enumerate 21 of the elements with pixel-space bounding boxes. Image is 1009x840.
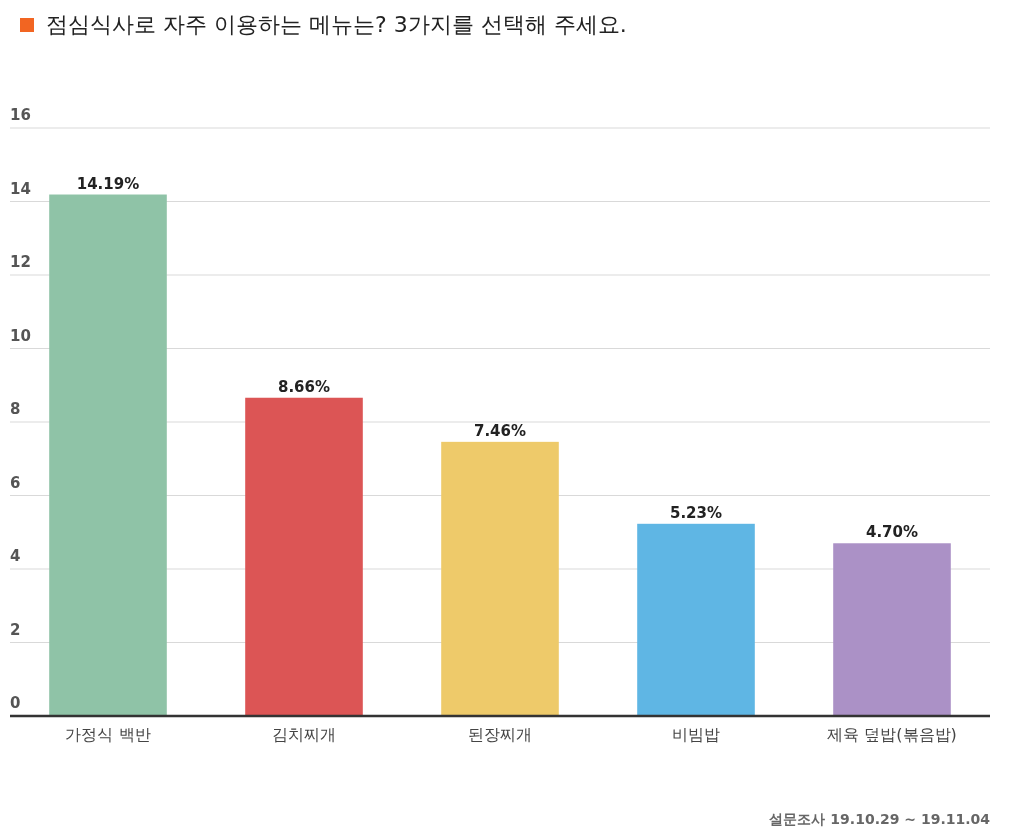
x-tick-label: 김치찌개	[272, 725, 336, 744]
x-tick-label: 제육 덮밥(볶음밥)	[827, 725, 957, 744]
chart-title: 점심식사로 자주 이용하는 메뉴는? 3가지를 선택해 주세요.	[46, 12, 627, 37]
y-tick-label: 12	[10, 253, 31, 271]
x-tick-label: 가정식 백반	[65, 725, 151, 744]
y-tick-label: 6	[10, 473, 21, 492]
data-label: 7.46%	[473, 421, 527, 440]
y-tick-label: 2	[10, 620, 21, 639]
data-label: 4.70%	[865, 523, 919, 542]
x-tick-label: 비빔밥	[672, 725, 720, 744]
data-label: 5.23%	[669, 503, 723, 522]
data-label: 14.19%	[76, 174, 140, 193]
y-tick-label: 4	[10, 547, 21, 565]
data-label: 8.66%	[277, 377, 331, 396]
y-tick-label: 10	[10, 326, 31, 345]
x-tick-label: 된장찌개	[468, 725, 532, 744]
y-tick-label: 16	[10, 106, 31, 124]
text: 설문조사 19.10.29 ~ 19.11.04	[769, 811, 991, 827]
y-tick-label: 14	[10, 179, 31, 198]
y-tick-label: 8	[10, 400, 21, 418]
y-tick-label: 0	[10, 694, 21, 712]
